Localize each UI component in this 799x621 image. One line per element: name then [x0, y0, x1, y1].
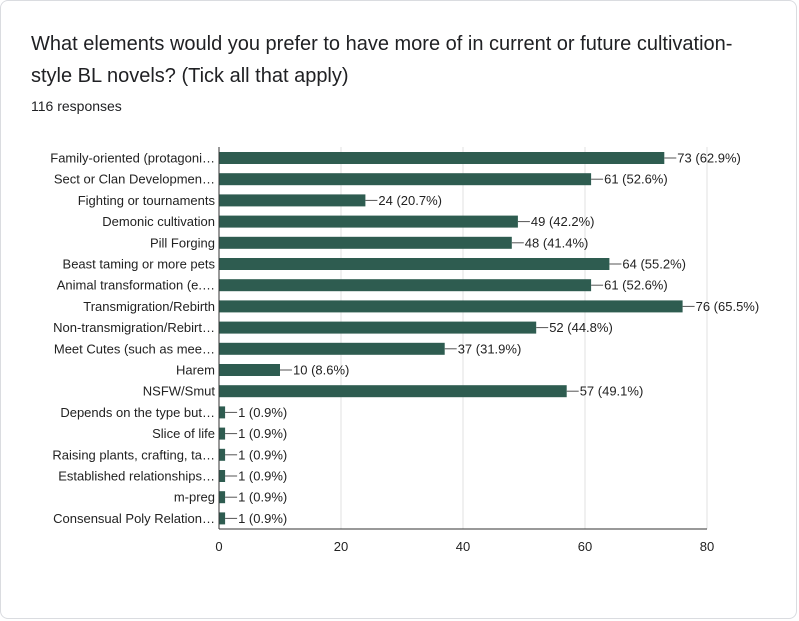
data-label: 52 (44.8%)	[549, 320, 613, 335]
data-label: 1 (0.9%)	[238, 426, 287, 441]
data-label: 57 (49.1%)	[580, 384, 644, 399]
bar	[219, 385, 567, 398]
data-label: 10 (8.6%)	[293, 363, 349, 378]
bar	[219, 491, 226, 504]
category-label: Consensual Poly Relation…	[53, 511, 215, 526]
bar	[219, 194, 366, 207]
data-label: 1 (0.9%)	[238, 511, 287, 526]
bar	[219, 427, 226, 440]
data-label: 48 (41.4%)	[525, 235, 589, 250]
bar	[219, 236, 512, 249]
bar	[219, 512, 226, 525]
bar	[219, 152, 665, 164]
data-label: 49 (42.2%)	[531, 214, 595, 229]
category-label: Harem	[176, 363, 215, 378]
bar	[219, 258, 610, 270]
bar	[219, 470, 226, 482]
x-tick-label: 0	[215, 539, 222, 554]
data-label: 61 (52.6%)	[604, 172, 668, 187]
bar	[219, 173, 592, 186]
category-label: m-preg	[174, 490, 215, 505]
bar	[219, 279, 592, 292]
category-label: Family-oriented (protagoni…	[50, 151, 215, 166]
bar	[219, 448, 226, 461]
data-label: 1 (0.9%)	[238, 447, 287, 462]
category-label: NSFW/Smut	[143, 384, 216, 399]
bar	[219, 406, 226, 419]
data-label: 1 (0.9%)	[238, 490, 287, 505]
category-label: Sect or Clan Developmen…	[54, 172, 215, 187]
data-label: 73 (62.9%)	[677, 151, 741, 166]
category-label: Depends on the type but…	[60, 405, 215, 420]
data-label: 76 (65.5%)	[696, 299, 760, 314]
bar	[219, 342, 445, 355]
category-label: Pill Forging	[150, 235, 215, 250]
category-label: Established relationships…	[58, 469, 215, 484]
x-tick-label: 20	[334, 539, 348, 554]
data-label: 1 (0.9%)	[238, 469, 287, 484]
category-label: Transmigration/Rebirth	[83, 299, 215, 314]
category-label: Demonic cultivation	[102, 214, 215, 229]
data-label: 61 (52.6%)	[604, 278, 668, 293]
response-count: 116 responses	[31, 98, 122, 114]
bar	[219, 321, 537, 334]
data-label: 24 (20.7%)	[378, 193, 442, 208]
category-label: Slice of life	[152, 426, 215, 441]
category-label: Non-transmigration/Rebirt…	[53, 320, 215, 335]
category-label: Beast taming or more pets	[63, 257, 216, 272]
bar	[219, 300, 683, 313]
x-tick-label: 60	[578, 539, 592, 554]
question-title: What elements would you prefer to have m…	[31, 33, 733, 87]
x-tick-label: 40	[456, 539, 470, 554]
category-label: Raising plants, crafting, ta…	[52, 447, 215, 462]
bar	[219, 364, 280, 376]
data-label: 1 (0.9%)	[238, 405, 287, 420]
data-label: 37 (31.9%)	[458, 341, 522, 356]
category-label: Meet Cutes (such as mee…	[54, 341, 215, 356]
x-tick-label: 80	[700, 539, 714, 554]
category-label: Fighting or tournaments	[78, 193, 216, 208]
bar	[219, 215, 518, 228]
category-label: Animal transformation (e.…	[57, 278, 215, 293]
data-label: 64 (55.2%)	[622, 257, 686, 272]
